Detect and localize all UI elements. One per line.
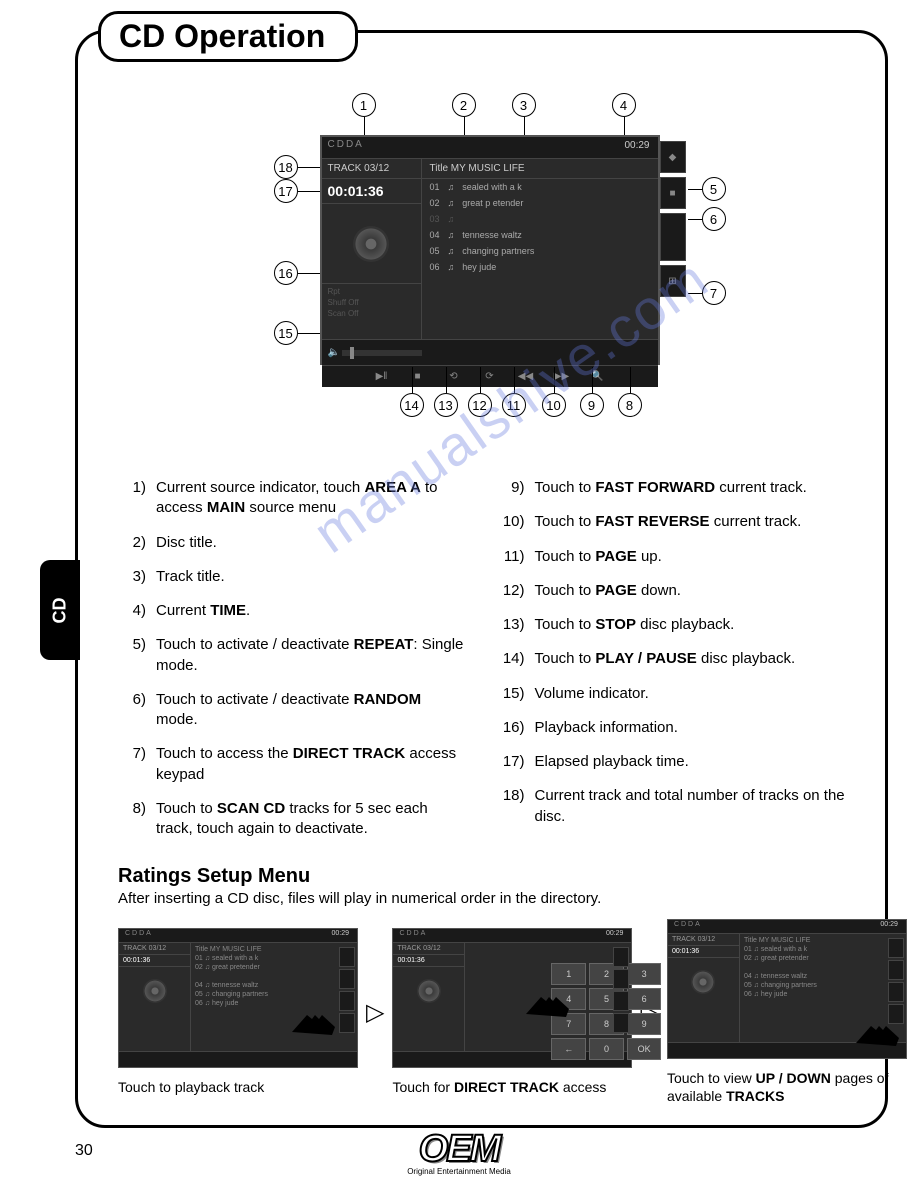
playback-info: Rpt Shuff Off Scan Off bbox=[322, 284, 421, 322]
rewind-button[interactable]: ◀◀ bbox=[513, 371, 539, 382]
instruction-item: 5)Touch to activate / deactivate REPEAT:… bbox=[118, 635, 467, 676]
track-row[interactable]: 03♫ bbox=[422, 211, 658, 227]
instruction-item: 15)Volume indicator. bbox=[497, 684, 846, 704]
instruction-item: 12)Touch to PAGE down. bbox=[497, 581, 846, 601]
callout-1: 1 bbox=[352, 93, 376, 117]
track-row[interactable]: 05♫changing partners bbox=[422, 243, 658, 259]
callout-5: 5 bbox=[702, 177, 726, 201]
callout-3: 3 bbox=[512, 93, 536, 117]
arrow-icon: ▷ bbox=[366, 998, 384, 1027]
disc-icon bbox=[322, 204, 421, 284]
instructions-list: 1)Current source indicator, touch AREA A… bbox=[118, 478, 845, 853]
instruction-item: 2)Disc title. bbox=[118, 533, 467, 553]
disc-title: Title MY MUSIC LIFE bbox=[422, 159, 658, 179]
instruction-item: 8)Touch to SCAN CD tracks for 5 sec each… bbox=[118, 799, 467, 840]
instruction-item: 18)Current track and total number of tra… bbox=[497, 786, 846, 827]
callout-15: 15 bbox=[274, 321, 298, 345]
thumbnail-3: CDDA00:29 TRACK 03/12 00:01:36 Title MY … bbox=[667, 919, 907, 1105]
callout-12: 12 bbox=[468, 393, 492, 417]
callout-10: 10 bbox=[542, 393, 566, 417]
instruction-item: 16)Playback information. bbox=[497, 718, 846, 738]
instruction-item: 17)Elapsed playback time. bbox=[497, 752, 846, 772]
callout-11: 11 bbox=[502, 393, 526, 417]
caption-1: Touch to playback track bbox=[118, 1078, 358, 1096]
caption-2: Touch for DIRECT TRACK access bbox=[392, 1078, 632, 1096]
random-button[interactable]: ■ bbox=[660, 177, 686, 209]
page-number: 30 bbox=[75, 1142, 93, 1160]
keypad-key[interactable]: 6 bbox=[627, 988, 662, 1010]
keypad-button[interactable]: ⊞ bbox=[660, 265, 686, 297]
instructions-left: 1)Current source indicator, touch AREA A… bbox=[118, 478, 467, 853]
callout-8: 8 bbox=[618, 393, 642, 417]
page-down-button[interactable]: ⟲ bbox=[441, 371, 467, 382]
callout-18: 18 bbox=[274, 155, 298, 179]
callout-9: 9 bbox=[580, 393, 604, 417]
instruction-item: 11)Touch to PAGE up. bbox=[497, 547, 846, 567]
instructions-right: 9)Touch to FAST FORWARD current track. 10… bbox=[497, 478, 846, 853]
manual-page: CD CD Operation manualshive.com 1 2 3 4 … bbox=[0, 0, 918, 1188]
hand-icon bbox=[521, 979, 571, 1019]
callout-4: 4 bbox=[612, 93, 636, 117]
track-row[interactable]: 02♫great p etender bbox=[422, 195, 658, 211]
repeat-button[interactable]: ◆ bbox=[660, 141, 686, 173]
spacer-button bbox=[660, 213, 686, 261]
instruction-item: 9)Touch to FAST FORWARD current track. bbox=[497, 478, 846, 498]
thumbnail-2: CDDA00:29 TRACK 03/12 00:01:36 123456789… bbox=[392, 928, 632, 1096]
caption-3: Touch to view UP / DOWN pages of availab… bbox=[667, 1069, 907, 1105]
side-buttons: ◆ ■ ⊞ bbox=[660, 137, 686, 317]
diagram-area: 1 2 3 4 18 17 16 15 5 6 bbox=[78, 93, 885, 453]
page-frame: CD Operation manualshive.com 1 2 3 4 18 … bbox=[75, 30, 888, 1128]
scan-button[interactable]: 🔍 bbox=[585, 371, 611, 382]
callout-7: 7 bbox=[702, 281, 726, 305]
keypad-key[interactable]: 3 bbox=[627, 963, 662, 985]
instruction-item: 6)Touch to activate / deactivate RANDOM … bbox=[118, 690, 467, 731]
control-bar: ▶‖ ■ ⟲ ⟳ ◀◀ ▶▶ 🔍 bbox=[322, 365, 658, 387]
instruction-item: 1)Current source indicator, touch AREA A… bbox=[118, 478, 467, 519]
volume-bar[interactable]: 🔈 bbox=[322, 339, 658, 365]
instruction-item: 4)Current TIME. bbox=[118, 601, 467, 621]
stop-button[interactable]: ■ bbox=[405, 371, 431, 382]
oem-logo: OEM Original Entertainment Media bbox=[407, 1128, 511, 1176]
track-counter: TRACK 03/12 bbox=[322, 159, 421, 179]
cd-player-screen: CDDA 00:29 TRACK 03/12 00:01:36 Rpt Shuf… bbox=[320, 135, 660, 365]
ratings-section: Ratings Setup Menu After inserting a CD … bbox=[118, 865, 845, 1105]
ratings-heading: Ratings Setup Menu bbox=[118, 865, 845, 888]
track-row[interactable]: 01♫sealed with a k bbox=[422, 179, 658, 195]
source-indicator[interactable]: CDDA bbox=[328, 139, 364, 150]
callout-17: 17 bbox=[274, 179, 298, 203]
callout-2: 2 bbox=[452, 93, 476, 117]
callout-14: 14 bbox=[400, 393, 424, 417]
keypad-key[interactable]: OK bbox=[627, 1038, 662, 1060]
callout-6: 6 bbox=[702, 207, 726, 231]
forward-button[interactable]: ▶▶ bbox=[549, 371, 575, 382]
track-row[interactable]: 04♫tennesse waltz bbox=[422, 227, 658, 243]
hand-icon bbox=[851, 1008, 901, 1048]
instruction-item: 7)Touch to access the DIRECT TRACK acces… bbox=[118, 744, 467, 785]
track-row[interactable]: 06♫hey jude bbox=[422, 259, 658, 275]
instruction-item: 14)Touch to PLAY / PAUSE disc playback. bbox=[497, 649, 846, 669]
keypad-key[interactable]: ← bbox=[551, 1038, 586, 1060]
elapsed-time: 00:01:36 bbox=[322, 179, 421, 204]
section-tab: CD bbox=[40, 560, 80, 660]
instruction-item: 3)Track title. bbox=[118, 567, 467, 587]
keypad-key[interactable]: 9 bbox=[627, 1013, 662, 1035]
ratings-subtitle: After inserting a CD disc, files will pl… bbox=[118, 890, 845, 907]
instruction-item: 10)Touch to FAST REVERSE current track. bbox=[497, 512, 846, 532]
callout-16: 16 bbox=[274, 261, 298, 285]
callout-13: 13 bbox=[434, 393, 458, 417]
instruction-item: 13)Touch to STOP disc playback. bbox=[497, 615, 846, 635]
page-title: CD Operation bbox=[98, 11, 358, 62]
track-list: 01♫sealed with a k 02♫great p etender 03… bbox=[422, 179, 658, 275]
play-pause-button[interactable]: ▶‖ bbox=[369, 371, 395, 382]
clock-display: 00:29 bbox=[624, 140, 649, 151]
thumbnail-1: CDDA00:29 TRACK 03/12 00:01:36 Title MY … bbox=[118, 928, 358, 1096]
hand-icon bbox=[287, 997, 337, 1037]
keypad-key[interactable]: 0 bbox=[589, 1038, 624, 1060]
